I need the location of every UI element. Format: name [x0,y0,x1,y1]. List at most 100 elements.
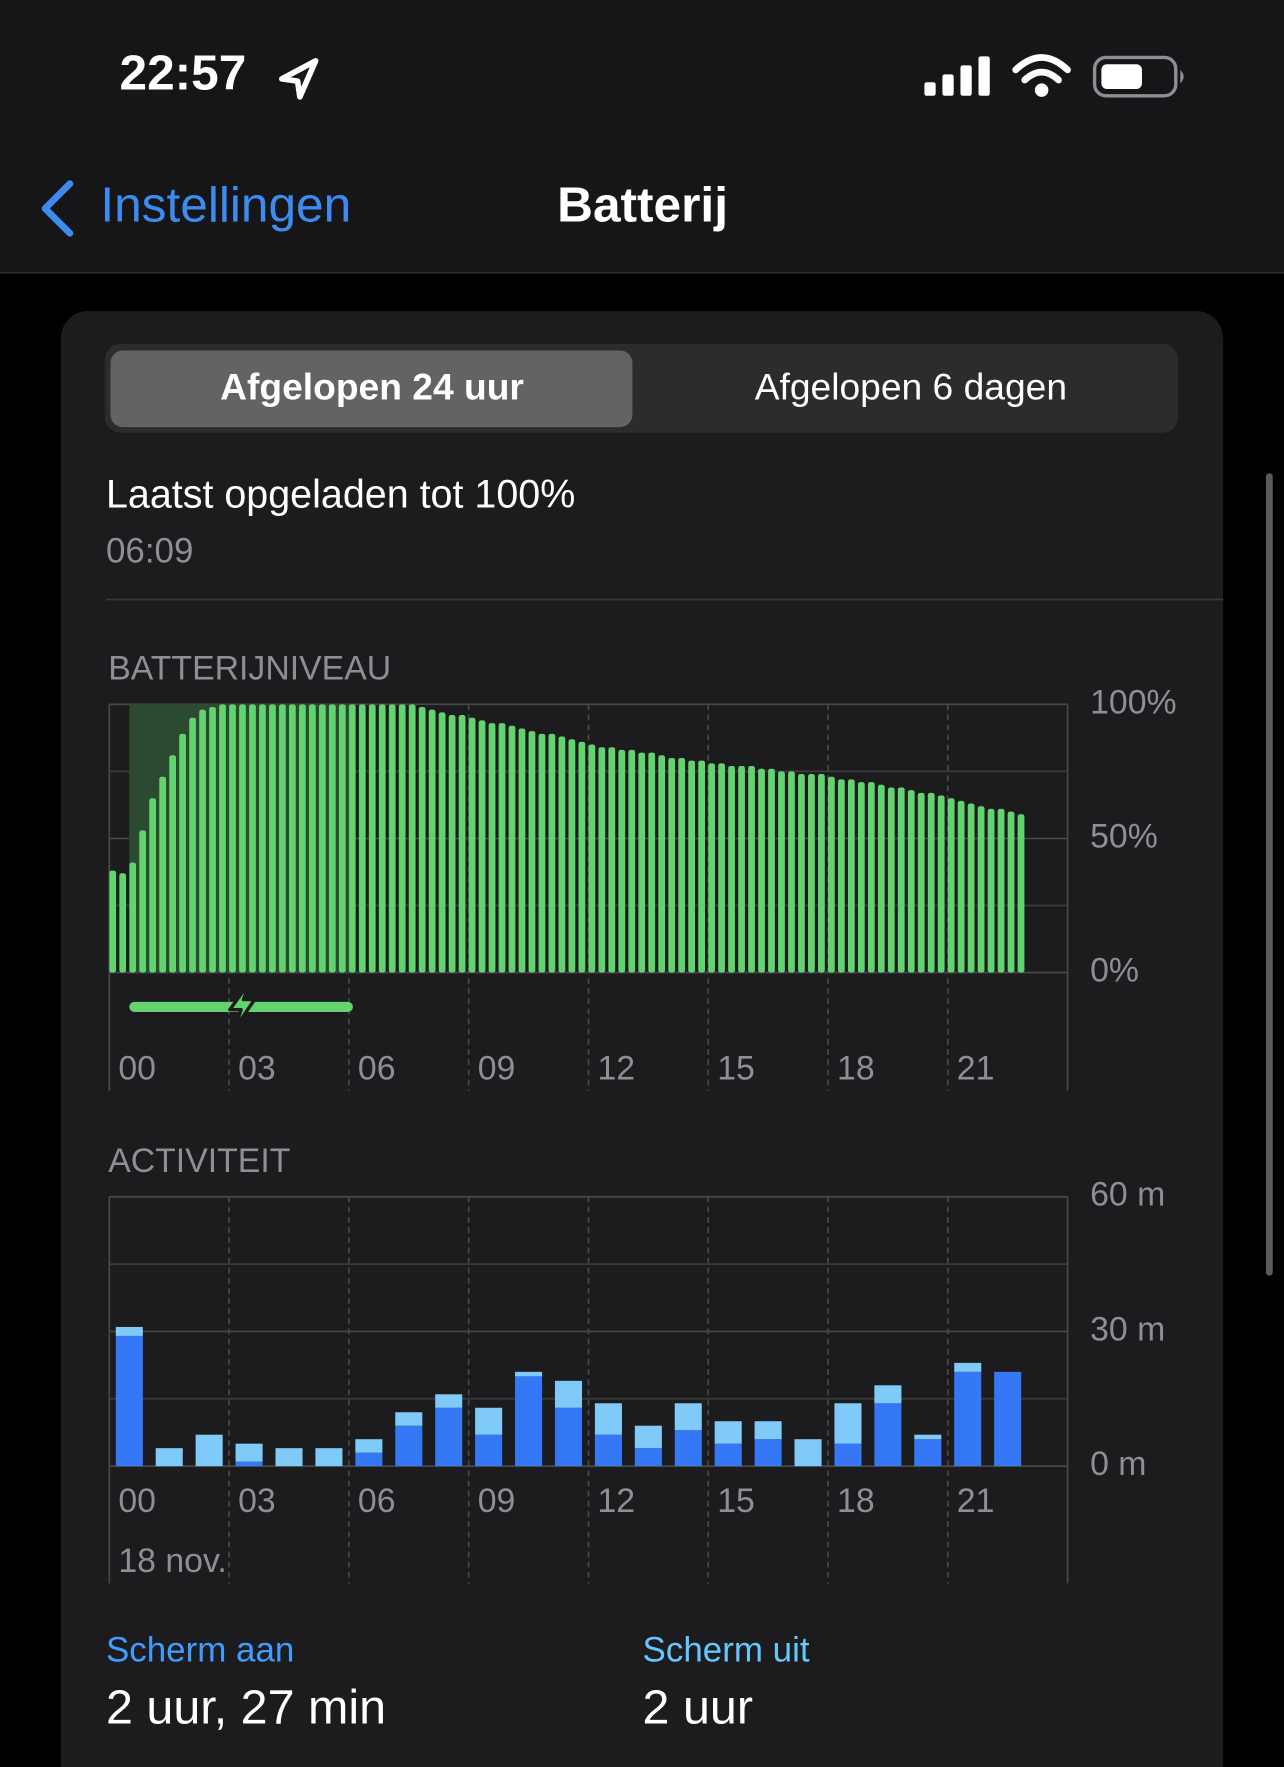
battery-bar [578,741,586,973]
battery-bar [568,739,576,973]
activity-bar [395,1425,423,1467]
stat-label: Scherm uit [643,1630,810,1669]
segment[interactable]: Afgelopen 24 uur [220,366,524,408]
x-tick-label: 18 [837,1050,875,1088]
battery-bar [917,792,925,973]
battery-bar [997,808,1005,973]
battery-bar [209,707,216,973]
activity-bar [195,1434,223,1467]
y-tick-label: 60 m [1090,1176,1165,1214]
battery-bar [837,779,845,973]
battery-bar [169,755,177,973]
battery-bar [338,704,346,973]
battery-bar [618,749,626,973]
activity-bar [914,1434,942,1440]
x-tick-label: 12 [597,1482,635,1520]
battery-bar [129,862,137,973]
x-tick-label: 21 [957,1050,995,1088]
battery-bar [758,768,765,973]
battery-bar [189,717,196,973]
battery-bar [149,798,157,973]
y-tick-label: 0% [1090,951,1139,989]
activity-bar [714,1421,742,1444]
x-tick-label: 00 [118,1482,156,1520]
battery-bar [508,725,516,973]
segment[interactable]: Afgelopen 6 dagen [755,366,1067,408]
activity-bar [554,1380,583,1408]
activity-bar [674,1430,702,1467]
location-icon [279,58,319,100]
battery-bar [658,755,666,973]
battery-bar [857,782,865,973]
battery-bar [828,776,835,973]
activity-bar [315,1448,343,1467]
activity-bar [834,1403,862,1444]
battery-bar [279,704,286,973]
battery-bar [768,768,775,973]
battery-bar [318,704,326,973]
battery-bar [458,715,466,973]
battery-bar [298,704,306,973]
y-tick-label: 100% [1090,683,1176,721]
x-tick-label: 03 [238,1050,276,1088]
battery-bar [428,709,436,973]
activity-bar [634,1448,662,1467]
stat-value: 2 uur [643,1680,753,1734]
activity-bar [115,1326,143,1336]
card [60,311,1224,1767]
wifi-icon [1012,54,1071,97]
battery-bar [977,806,985,973]
battery-bar [987,808,995,973]
y-tick-label: 0 m [1090,1445,1146,1483]
x-tick-label: 06 [358,1050,396,1088]
battery-bar [847,779,855,973]
activity-bar [355,1439,383,1453]
activity-bar [794,1439,822,1467]
battery-bar [408,704,416,973]
battery-bar [239,704,246,973]
battery-bar [688,760,696,973]
stat-value: 2 uur, 27 min [106,1680,386,1734]
x-tick-label: 00 [118,1050,156,1088]
battery-bar [748,766,755,973]
activity-bar [515,1371,543,1377]
activity-bar [115,1335,143,1467]
activity-bar [435,1407,463,1467]
battery-bar [159,776,167,973]
activity-bar [594,1434,622,1467]
battery-bar [867,782,875,973]
battery-bar [548,733,556,973]
battery-bar [518,728,526,973]
back-button[interactable]: Instellingen [100,177,351,233]
chart-title: BATTERIJNIVEAU [108,649,391,687]
battery-bar [967,803,975,973]
charging-bolt [228,979,257,1031]
battery-bar [119,873,127,973]
battery-bar [229,704,236,973]
battery-bar [328,704,336,973]
battery-bar [538,733,546,973]
battery-bar [358,704,366,973]
battery-bar [638,752,646,973]
battery-bar [438,712,446,973]
battery-bar [199,709,206,973]
activity-bar [874,1403,902,1467]
back-chevron[interactable] [41,180,74,237]
battery-bar [798,774,805,973]
battery-bar [348,704,356,973]
scrollbar [1265,473,1273,1276]
y-tick-label: 50% [1090,817,1158,855]
header-bg [0,0,1284,273]
activity-bar [714,1443,742,1467]
battery-bar [289,704,296,973]
battery-bar [259,704,266,973]
y-tick-label: 30 m [1090,1310,1165,1348]
stat-label: Scherm aan [106,1630,294,1669]
battery-bar [468,717,476,973]
battery-bar [109,870,117,973]
battery-bar [877,784,885,973]
battery-bar [907,790,915,973]
activity-bar [994,1371,1022,1467]
x-tick-label: 09 [478,1482,516,1520]
